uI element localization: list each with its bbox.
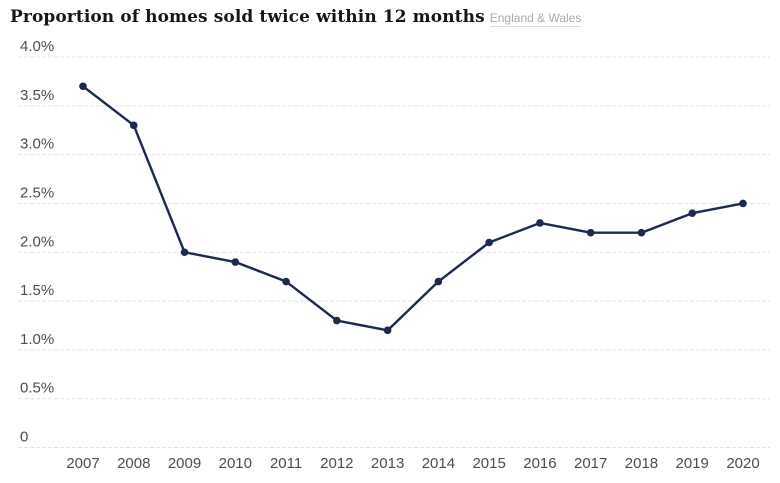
y-tick-label: 0	[20, 429, 28, 446]
x-tick-label: 2018	[625, 455, 658, 472]
x-tick-label: 2015	[472, 455, 505, 472]
y-tick-label: 2.5%	[20, 184, 54, 201]
y-tick-label: 1.0%	[20, 331, 54, 348]
data-point	[688, 209, 697, 217]
x-tick-label: 2010	[219, 455, 252, 472]
x-tick-label: 2019	[676, 455, 709, 472]
x-tick-label: 2011	[270, 455, 302, 472]
data-line	[81, 85, 745, 332]
x-tick-label: 2016	[523, 455, 556, 472]
data-point	[282, 277, 290, 286]
x-tick-label: 2009	[168, 455, 201, 472]
x-tick-label: 2013	[371, 455, 404, 472]
x-tick-label: 2012	[320, 455, 353, 472]
x-tick-label: 2020	[726, 455, 759, 472]
y-tick-label: 2.0%	[20, 233, 54, 250]
data-point	[129, 121, 138, 130]
y-tick-label: 4.0%	[20, 38, 54, 55]
data-point	[739, 199, 747, 208]
y-tick-label: 3.0%	[20, 136, 54, 153]
data-point	[536, 219, 544, 227]
chart-title: Proportion of homes sold twice within 12…	[10, 7, 485, 27]
chart-subtitle: England & Wales	[489, 11, 582, 27]
data-point	[180, 248, 189, 257]
x-tick-label: 2008	[117, 455, 150, 472]
x-tick-label: 2014	[422, 455, 455, 472]
data-point	[231, 258, 240, 266]
data-point	[586, 228, 595, 237]
y-tick-label: 3.5%	[20, 87, 54, 104]
data-point	[333, 316, 341, 325]
data-point	[383, 326, 392, 335]
data-point	[485, 238, 493, 247]
data-point	[79, 82, 87, 91]
data-point	[434, 277, 443, 286]
y-tick-label: 1.5%	[20, 282, 54, 299]
chart-header: Proportion of homes sold twice within 12…	[10, 7, 582, 27]
x-tick-label: 2007	[66, 455, 99, 472]
y-tick-label: 0.5%	[20, 380, 54, 397]
data-point	[637, 228, 646, 237]
x-tick-label: 2017	[574, 455, 607, 472]
